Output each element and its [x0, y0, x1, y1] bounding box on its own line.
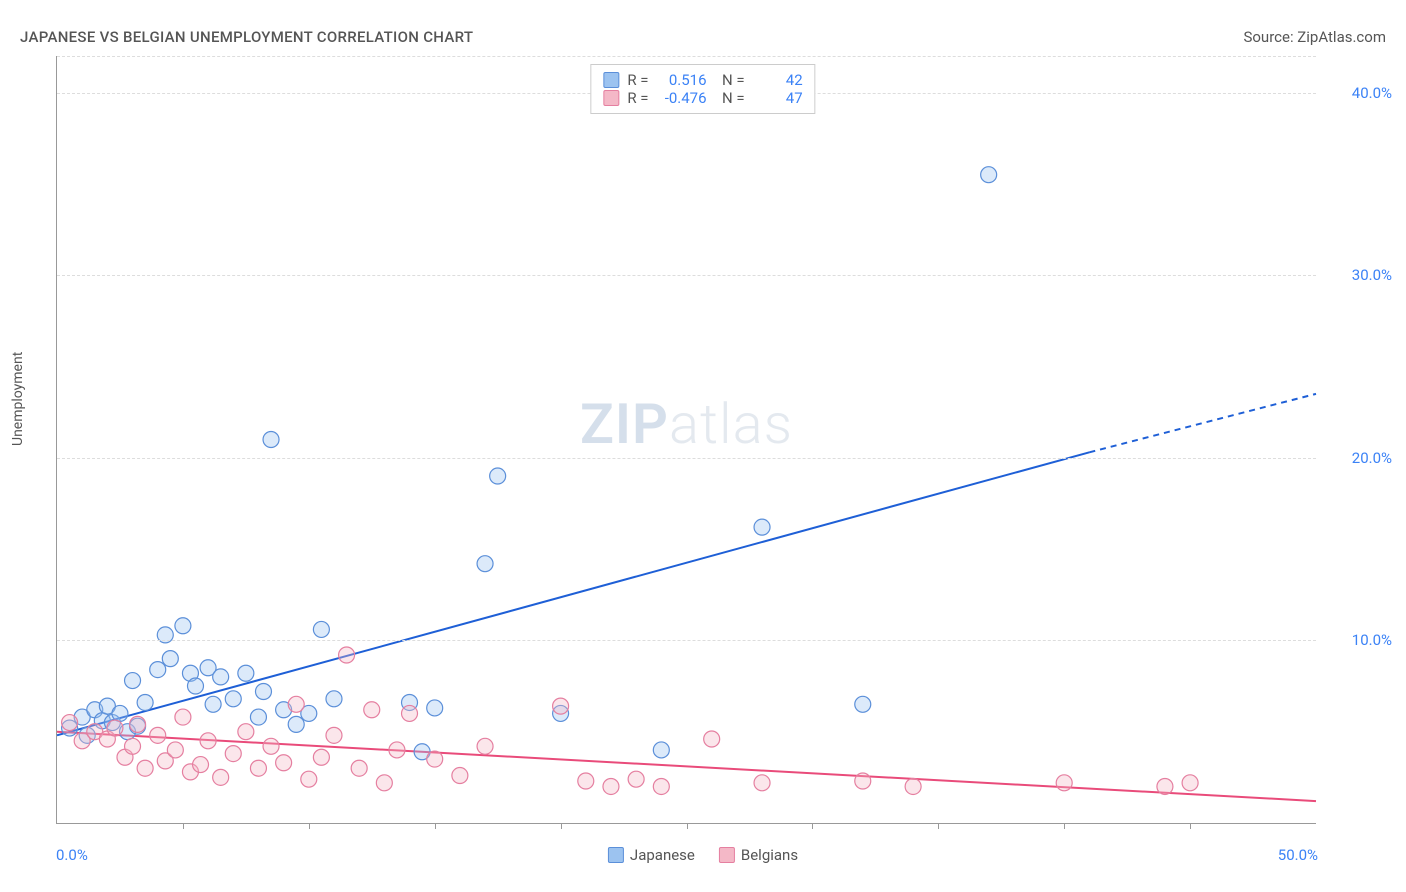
data-point-belgians — [905, 778, 921, 794]
plot-area: ZIPatlas — [56, 56, 1316, 824]
correlation-legend: R = 0.516 N = 42 R = -0.476 N = 47 — [590, 64, 815, 114]
data-point-belgians — [107, 720, 123, 736]
data-point-belgians — [213, 769, 229, 785]
data-point-belgians — [288, 696, 304, 712]
data-point-belgians — [125, 738, 141, 754]
data-point-japanese — [150, 662, 166, 678]
data-point-belgians — [62, 715, 78, 731]
data-point-belgians — [754, 775, 770, 791]
data-point-japanese — [326, 691, 342, 707]
data-point-belgians — [339, 647, 355, 663]
y-axis-label: Unemployment — [10, 352, 26, 446]
legend-row-japanese: R = 0.516 N = 42 — [603, 71, 802, 89]
data-point-belgians — [238, 724, 254, 740]
data-point-japanese — [263, 432, 279, 448]
data-point-belgians — [301, 771, 317, 787]
data-point-belgians — [351, 760, 367, 776]
data-point-japanese — [313, 621, 329, 637]
data-point-belgians — [225, 746, 241, 762]
data-point-japanese — [137, 694, 153, 710]
y-tick-label: 40.0% — [1352, 84, 1392, 102]
data-point-belgians — [326, 727, 342, 743]
source-attribution: Source: ZipAtlas.com — [1243, 28, 1386, 46]
data-point-belgians — [603, 778, 619, 794]
data-point-belgians — [1157, 778, 1173, 794]
x-origin-label: 0.0% — [56, 846, 88, 864]
data-point-belgians — [200, 733, 216, 749]
data-point-japanese — [187, 678, 203, 694]
data-point-belgians — [477, 738, 493, 754]
data-point-belgians — [364, 702, 380, 718]
data-point-belgians — [628, 771, 644, 787]
y-tick-label: 10.0% — [1352, 631, 1392, 649]
data-point-belgians — [1182, 775, 1198, 791]
data-point-japanese — [653, 742, 669, 758]
x-end-label: 50.0% — [1278, 846, 1318, 864]
data-point-belgians — [263, 738, 279, 754]
scatter-svg — [57, 56, 1316, 823]
data-point-japanese — [162, 651, 178, 667]
data-point-japanese — [855, 696, 871, 712]
legend-item-belgians: Belgians — [719, 846, 798, 864]
data-point-belgians — [137, 760, 153, 776]
data-point-japanese — [125, 673, 141, 689]
swatch-belgians-icon — [719, 847, 735, 863]
data-point-belgians — [193, 757, 209, 773]
y-tick-label: 20.0% — [1352, 449, 1392, 467]
legend-row-belgians: R = -0.476 N = 47 — [603, 89, 802, 107]
data-point-japanese — [213, 669, 229, 685]
data-point-belgians — [452, 768, 468, 784]
data-point-japanese — [175, 618, 191, 634]
data-point-belgians — [130, 716, 146, 732]
data-point-japanese — [490, 468, 506, 484]
data-point-belgians — [653, 778, 669, 794]
data-point-japanese — [225, 691, 241, 707]
data-point-belgians — [553, 698, 569, 714]
y-tick-label: 30.0% — [1352, 266, 1392, 284]
chart-title: JAPANESE VS BELGIAN UNEMPLOYMENT CORRELA… — [20, 28, 473, 46]
swatch-japanese-icon — [608, 847, 624, 863]
legend-item-japanese: Japanese — [608, 846, 695, 864]
data-point-japanese — [255, 684, 271, 700]
series-legend: Japanese Belgians — [608, 846, 798, 864]
data-point-japanese — [754, 519, 770, 535]
data-point-belgians — [855, 773, 871, 789]
data-point-belgians — [578, 773, 594, 789]
data-point-belgians — [175, 709, 191, 725]
data-point-japanese — [427, 700, 443, 716]
data-point-japanese — [112, 705, 128, 721]
swatch-belgians — [603, 90, 619, 106]
data-point-belgians — [704, 731, 720, 747]
data-point-belgians — [427, 751, 443, 767]
data-point-japanese — [981, 167, 997, 183]
data-point-belgians — [250, 760, 266, 776]
data-point-belgians — [167, 742, 183, 758]
data-point-japanese — [477, 556, 493, 572]
data-point-belgians — [150, 727, 166, 743]
data-point-japanese — [250, 709, 266, 725]
data-point-belgians — [402, 705, 418, 721]
data-point-belgians — [376, 775, 392, 791]
data-point-japanese — [238, 665, 254, 681]
data-point-belgians — [276, 755, 292, 771]
data-point-belgians — [1056, 775, 1072, 791]
data-point-japanese — [288, 716, 304, 732]
data-point-belgians — [313, 749, 329, 765]
data-point-belgians — [389, 742, 405, 758]
data-point-japanese — [205, 696, 221, 712]
swatch-japanese — [603, 72, 619, 88]
